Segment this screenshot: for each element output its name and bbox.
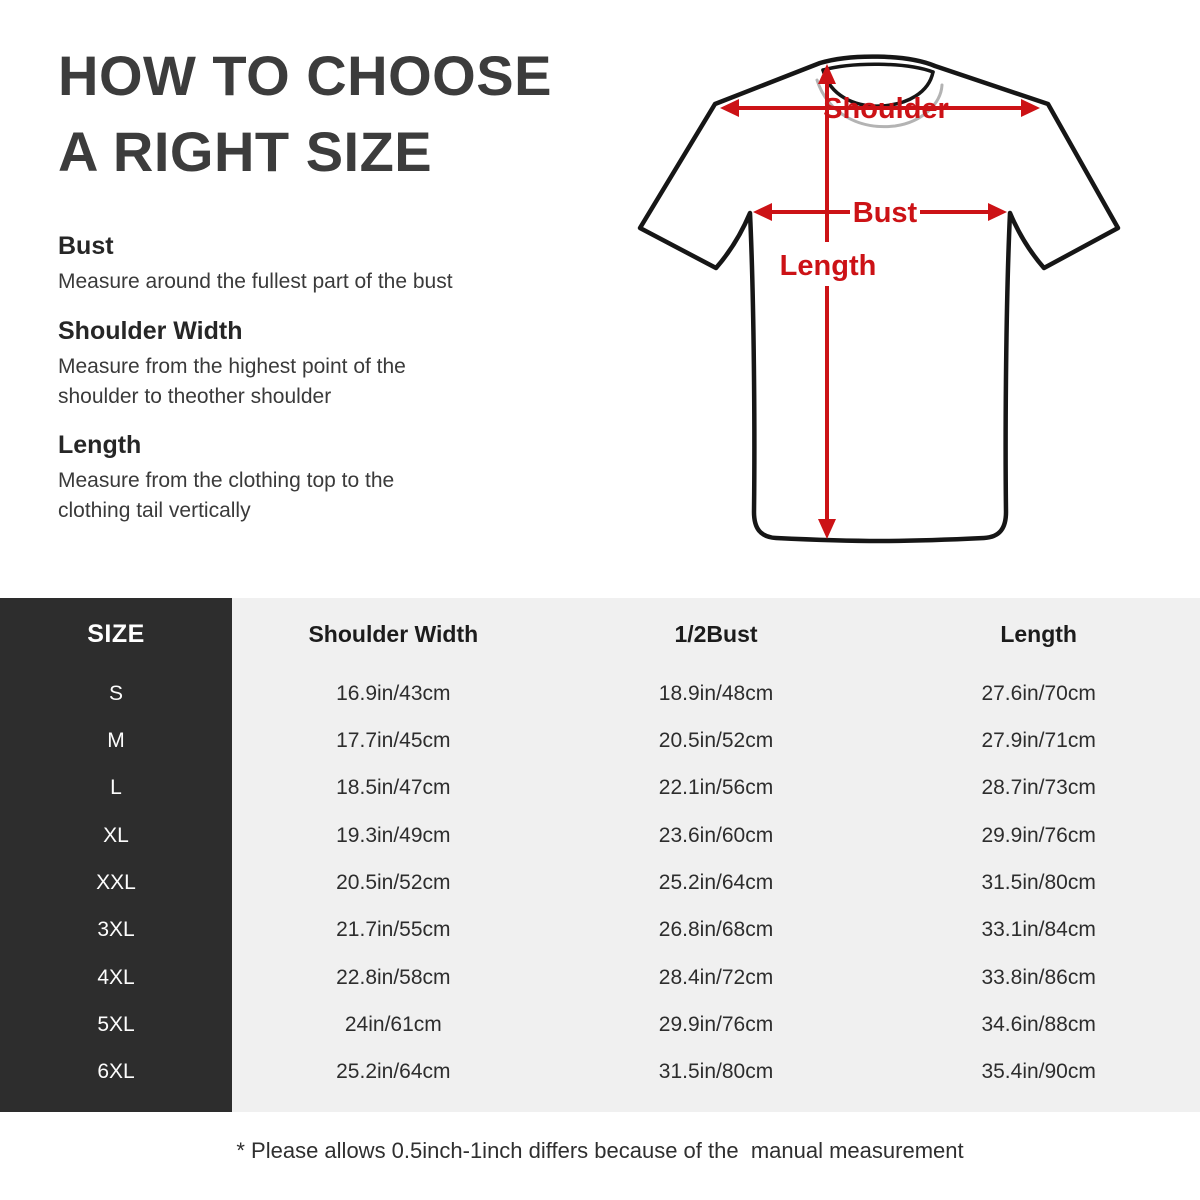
table-spacer <box>0 1095 232 1112</box>
size-label-s: S <box>0 670 232 718</box>
instruction-heading-length: Length <box>58 431 142 460</box>
table-cell: 18.9in/48cm <box>554 670 878 718</box>
column-header-length: Length <box>877 598 1200 670</box>
table-cell: 20.5in/52cm <box>554 717 878 765</box>
column-header-half-bust: 1/2Bust <box>554 598 878 670</box>
table-cell: 33.8in/86cm <box>877 953 1200 1002</box>
table-cell: 28.7in/73cm <box>877 764 1200 812</box>
size-label-xxl: XXL <box>0 859 232 907</box>
bust-label: Bust <box>853 197 918 229</box>
size-label-3xl: 3XL <box>0 906 232 954</box>
table-cell: 25.2in/64cm <box>232 1048 555 1096</box>
table-cell: 17.7in/45cm <box>232 717 555 765</box>
table-cell: 34.6in/88cm <box>877 1001 1200 1049</box>
length-arrow <box>818 64 836 539</box>
table-cell: 31.5in/80cm <box>877 859 1200 907</box>
size-label-l: L <box>0 764 232 812</box>
size-label-5xl: 5XL <box>0 1001 232 1049</box>
table-cell: 26.8in/68cm <box>554 906 878 954</box>
size-label-4xl: 4XL <box>0 953 232 1002</box>
measurement-disclaimer: * Please allows 0.5inch-1inch differs be… <box>236 1138 964 1163</box>
table-cell: 29.9in/76cm <box>554 1001 878 1049</box>
size-column-header: SIZE <box>0 598 232 670</box>
table-cell: 33.1in/84cm <box>877 906 1200 954</box>
title-line-2: A RIGHT SIZE <box>58 119 433 183</box>
table-spacer <box>554 1095 878 1112</box>
column-header-shoulder-width: Shoulder Width <box>232 598 555 670</box>
table-cell: 29.9in/76cm <box>877 811 1200 860</box>
instruction-text-shoulder-width: Measure from the highest point of the sh… <box>58 354 406 408</box>
instruction-heading-shoulder-width: Shoulder Width <box>58 316 243 345</box>
table-cell: 22.1in/56cm <box>554 764 878 812</box>
page-title: HOW TO CHOOSE A RIGHT SIZE <box>58 38 552 189</box>
instruction-text-bust: Measure around the fullest part of the b… <box>58 270 453 293</box>
table-cell: 35.4in/90cm <box>877 1048 1200 1096</box>
instruction-heading-bust: Bust <box>58 232 114 260</box>
table-cell: 31.5in/80cm <box>554 1048 878 1096</box>
tshirt-measurement-diagram: Shoulder Bust Length <box>637 54 1121 544</box>
size-label-xl: XL <box>0 811 232 860</box>
table-cell: 19.3in/49cm <box>232 811 555 860</box>
collar-band-line <box>821 62 935 74</box>
title-line-1: HOW TO CHOOSE <box>58 44 552 107</box>
size-chart-table: SIZE Shoulder Width 1/2Bust Length S 16.… <box>0 598 1200 1112</box>
table-cell: 20.5in/52cm <box>232 859 555 907</box>
table-cell: 22.8in/58cm <box>232 953 555 1002</box>
size-label-6xl: 6XL <box>0 1048 232 1096</box>
table-cell: 27.6in/70cm <box>877 670 1200 718</box>
collar-shadow-arc <box>815 78 944 129</box>
instruction-text-length: Measure from the clothing top to the clo… <box>58 469 395 523</box>
table-cell: 25.2in/64cm <box>554 859 878 907</box>
table-cell: 28.4in/72cm <box>554 953 878 1002</box>
table-cell: 27.9in/71cm <box>877 717 1200 765</box>
tshirt-outline <box>637 54 1121 544</box>
table-cell: 16.9in/43cm <box>232 670 555 718</box>
length-label: Length <box>780 250 877 282</box>
measurement-instructions: Bust Measure around the fullest part of … <box>58 232 548 526</box>
size-label-m: M <box>0 717 232 765</box>
shoulder-arrow <box>720 99 1040 117</box>
shoulder-label: Shoulder <box>823 93 949 125</box>
table-cell: 23.6in/60cm <box>554 811 878 860</box>
table-spacer <box>877 1095 1200 1112</box>
bust-arrow <box>753 203 1007 221</box>
table-cell: 24in/61cm <box>232 1001 555 1049</box>
table-cell: 18.5in/47cm <box>232 764 555 812</box>
table-spacer <box>232 1095 555 1112</box>
table-cell: 21.7in/55cm <box>232 906 555 954</box>
